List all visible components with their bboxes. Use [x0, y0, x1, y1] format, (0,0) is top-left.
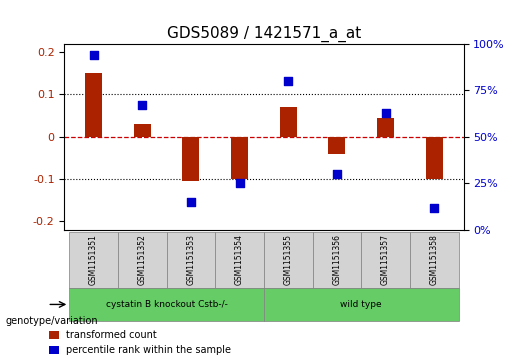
Text: GSM1151356: GSM1151356	[333, 234, 341, 285]
FancyBboxPatch shape	[410, 232, 459, 287]
Bar	[329, 137, 346, 154]
Bar	[231, 137, 248, 179]
Text: genotype/variation: genotype/variation	[5, 316, 98, 326]
FancyBboxPatch shape	[264, 232, 313, 287]
Point	[382, 110, 390, 115]
Text: cystatin B knockout Cstb-/-: cystatin B knockout Cstb-/-	[106, 300, 228, 309]
Point	[284, 78, 293, 84]
Text: GSM1151354: GSM1151354	[235, 234, 244, 285]
Bar	[280, 107, 297, 137]
Point	[235, 180, 244, 186]
FancyBboxPatch shape	[264, 287, 459, 321]
FancyBboxPatch shape	[362, 232, 410, 287]
Text: wild type: wild type	[340, 300, 382, 309]
Bar	[377, 118, 394, 137]
Text: GSM1151358: GSM1151358	[430, 234, 439, 285]
FancyBboxPatch shape	[69, 287, 264, 321]
Point	[138, 102, 146, 108]
Text: GSM1151357: GSM1151357	[381, 234, 390, 285]
FancyBboxPatch shape	[313, 232, 362, 287]
Text: GSM1151351: GSM1151351	[89, 234, 98, 285]
Legend: transformed count, percentile rank within the sample: transformed count, percentile rank withi…	[46, 327, 234, 358]
Bar	[85, 73, 102, 137]
Point	[90, 52, 98, 58]
FancyBboxPatch shape	[118, 232, 166, 287]
Bar	[182, 137, 199, 181]
Point	[333, 171, 341, 177]
Title: GDS5089 / 1421571_a_at: GDS5089 / 1421571_a_at	[167, 26, 361, 42]
Text: GSM1151352: GSM1151352	[138, 234, 147, 285]
FancyBboxPatch shape	[166, 232, 215, 287]
FancyBboxPatch shape	[69, 232, 118, 287]
Text: GSM1151355: GSM1151355	[284, 234, 293, 285]
FancyBboxPatch shape	[215, 232, 264, 287]
Bar	[426, 137, 443, 179]
Point	[430, 205, 438, 211]
Bar	[134, 124, 151, 137]
Point	[187, 199, 195, 205]
Text: GSM1151353: GSM1151353	[186, 234, 195, 285]
